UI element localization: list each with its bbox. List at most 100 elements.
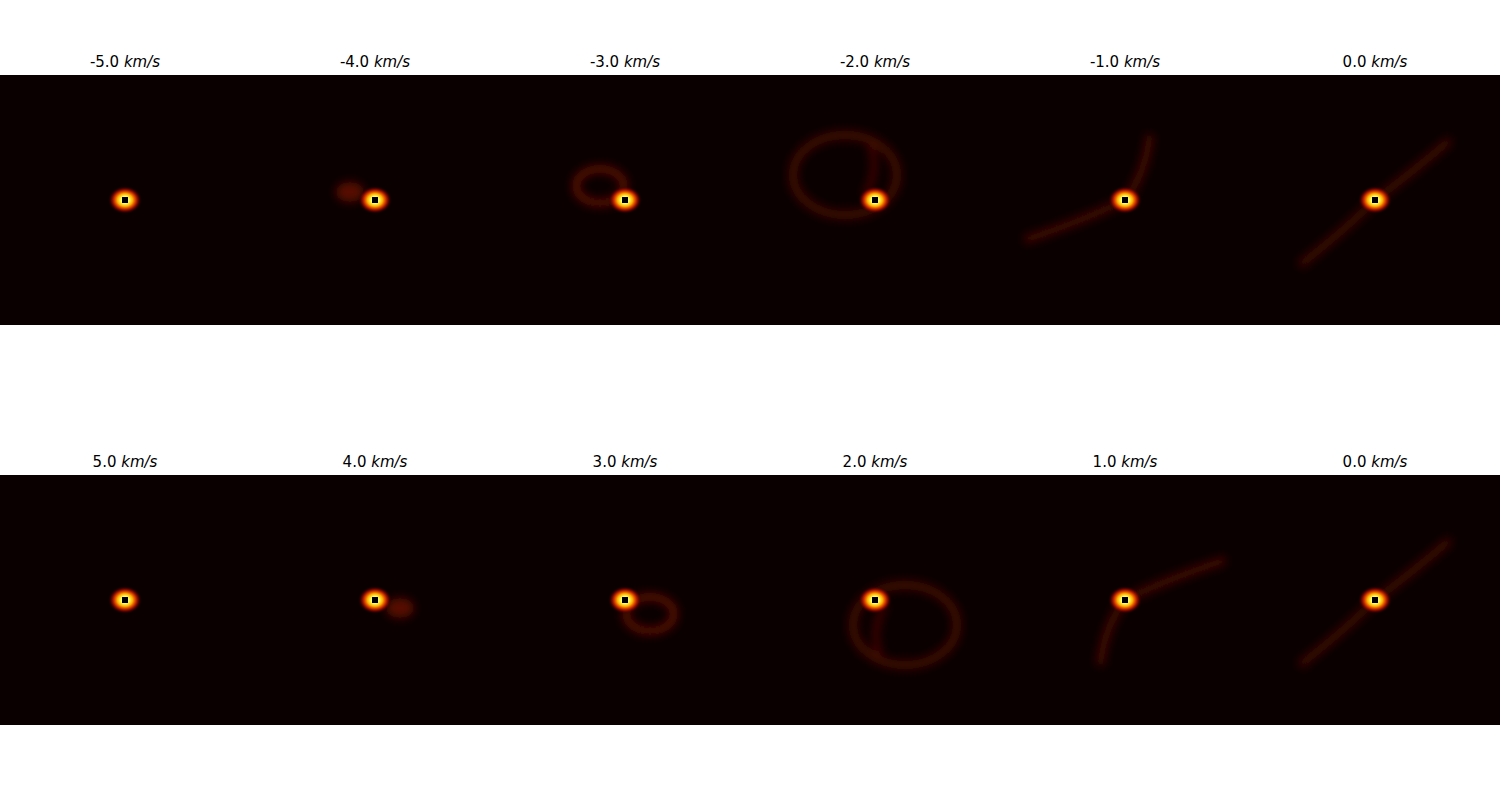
velocity-label: -2.0: [840, 53, 874, 71]
velocity-label: -5.0: [90, 53, 124, 71]
figure: -5.0 km/s-4.0 km/s-3.0 km/s-2.0 km/s-1.0…: [0, 0, 1500, 800]
emission-feature: [1025, 135, 1150, 240]
channel-image: [1000, 475, 1250, 725]
central-source: [108, 586, 142, 614]
panel-title: 5.0 km/s: [93, 453, 158, 471]
emission-feature: [793, 135, 897, 215]
channel-panel: [0, 75, 250, 325]
emission-feature: [1300, 140, 1450, 265]
channel-image: [750, 75, 1000, 325]
emission: [1025, 135, 1150, 240]
panel-title: 2.0 km/s: [843, 453, 908, 471]
channel-image: [250, 75, 500, 325]
unit-label: km/s: [1124, 53, 1160, 71]
panel-title: -1.0 km/s: [1090, 53, 1160, 71]
velocity-label: 5.0: [93, 453, 122, 471]
emission: [336, 182, 392, 214]
channel-image: [750, 475, 1000, 725]
central-source: [608, 186, 642, 214]
central-pixel: [622, 597, 628, 603]
channel-panel: [750, 75, 1000, 325]
emission-feature: [1100, 560, 1225, 665]
central-source: [1108, 586, 1142, 614]
panel-title: -2.0 km/s: [840, 53, 910, 71]
emission-feature: [1300, 540, 1450, 665]
central-pixel: [1122, 197, 1128, 203]
unit-label: km/s: [624, 53, 660, 71]
unit-label: km/s: [621, 453, 657, 471]
central-pixel: [1372, 597, 1378, 603]
velocity-label: 4.0: [343, 453, 372, 471]
panel-title: -4.0 km/s: [340, 53, 410, 71]
channel-image: [0, 475, 250, 725]
central-source: [108, 186, 142, 214]
velocity-label: 3.0: [593, 453, 622, 471]
central-pixel: [622, 197, 628, 203]
channel-image: [250, 475, 500, 725]
velocity-label: -4.0: [340, 53, 374, 71]
central-pixel: [872, 597, 878, 603]
unit-label: km/s: [1371, 53, 1407, 71]
central-source: [1358, 586, 1392, 614]
central-pixel: [122, 597, 128, 603]
channel-panel: [1000, 75, 1250, 325]
emission: [1100, 560, 1225, 665]
central-pixel: [1122, 597, 1128, 603]
panel-title: 0.0 km/s: [1343, 53, 1408, 71]
emission: [1300, 540, 1450, 665]
unit-label: km/s: [871, 453, 907, 471]
unit-label: km/s: [374, 53, 410, 71]
central-source: [358, 586, 392, 614]
channel-panel: [1250, 475, 1500, 725]
central-source: [608, 586, 642, 614]
unit-label: km/s: [124, 53, 160, 71]
emission: [853, 585, 957, 665]
emission-feature: [853, 585, 957, 665]
channel-panel: [250, 75, 500, 325]
channel-panel: [250, 475, 500, 725]
central-source: [1358, 186, 1392, 214]
velocity-label: 0.0: [1343, 53, 1372, 71]
velocity-label: 1.0: [1093, 453, 1122, 471]
panel-title: 1.0 km/s: [1093, 453, 1158, 471]
emission: [108, 586, 142, 614]
channel-image: [1250, 475, 1500, 725]
channel-image: [500, 475, 750, 725]
panel-title: -5.0 km/s: [90, 53, 160, 71]
central-pixel: [122, 197, 128, 203]
central-pixel: [1372, 197, 1378, 203]
channel-panel: [500, 75, 750, 325]
velocity-label: 0.0: [1343, 453, 1372, 471]
channel-panel: [1000, 475, 1250, 725]
central-source: [858, 186, 892, 214]
emission: [108, 186, 142, 214]
unit-label: km/s: [1121, 453, 1157, 471]
channel-panel: [0, 475, 250, 725]
channel-image: [500, 75, 750, 325]
channel-panel: [500, 475, 750, 725]
channel-image: [1000, 75, 1250, 325]
central-pixel: [872, 197, 878, 203]
velocity-label: -3.0: [590, 53, 624, 71]
unit-label: km/s: [1371, 453, 1407, 471]
panel-title: 4.0 km/s: [343, 453, 408, 471]
unit-label: km/s: [371, 453, 407, 471]
unit-label: km/s: [121, 453, 157, 471]
panel-title: 0.0 km/s: [1343, 453, 1408, 471]
channel-panel: [750, 475, 1000, 725]
channel-image: [1250, 75, 1500, 325]
central-source: [1108, 186, 1142, 214]
central-pixel: [372, 597, 378, 603]
panel-title: -3.0 km/s: [590, 53, 660, 71]
central-source: [358, 186, 392, 214]
emission: [1300, 140, 1450, 265]
panel-title: 3.0 km/s: [593, 453, 658, 471]
emission: [358, 586, 414, 618]
emission: [576, 169, 642, 214]
emission: [793, 135, 897, 215]
unit-label: km/s: [874, 53, 910, 71]
central-pixel: [372, 197, 378, 203]
velocity-label: 2.0: [843, 453, 872, 471]
channel-panel: [1250, 75, 1500, 325]
emission: [608, 586, 674, 631]
